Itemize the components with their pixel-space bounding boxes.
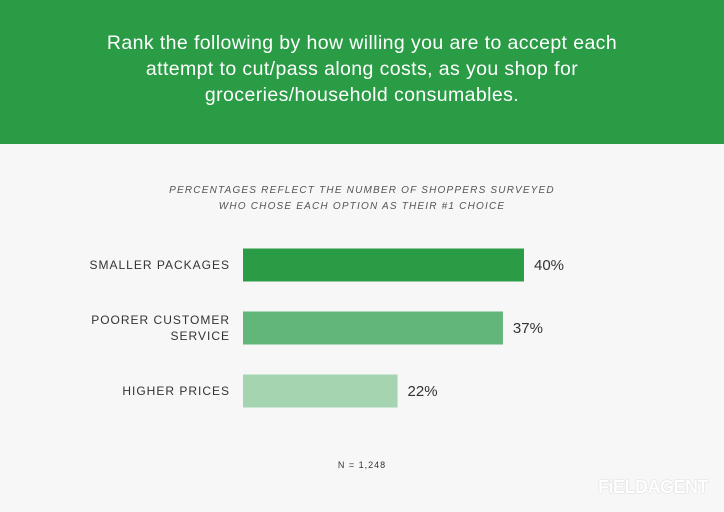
category-label-1: SMALLER PACKAGES [90, 258, 231, 272]
category-label-3: HIGHER PRICES [122, 384, 230, 398]
chart-subtitle: PERCENTAGES REFLECT THE NUMBER OF SHOPPE… [0, 183, 724, 215]
subtitle-line-1: PERCENTAGES REFLECT THE NUMBER OF SHOPPE… [169, 185, 555, 196]
bar-1 [243, 248, 524, 282]
category-label-2: POORER CUSTOMER SERVICE [91, 313, 230, 343]
value-label-1: 40% [534, 257, 564, 274]
subtitle-line-2: WHO CHOSE EACH OPTION AS THEIR #1 CHOICE [218, 201, 506, 212]
value-label-2: 37% [513, 320, 543, 337]
chart-title: Rank the following by how willing you ar… [106, 32, 618, 106]
value-label-3: 22% [408, 383, 438, 400]
header-banner: Rank the following by how willing you ar… [0, 0, 724, 144]
sample-size-note: N = 1,248 [337, 460, 387, 470]
bar-2 [243, 311, 503, 345]
bar-3 [243, 374, 398, 408]
field-agent-logo: FiELDAGENT [598, 477, 709, 497]
